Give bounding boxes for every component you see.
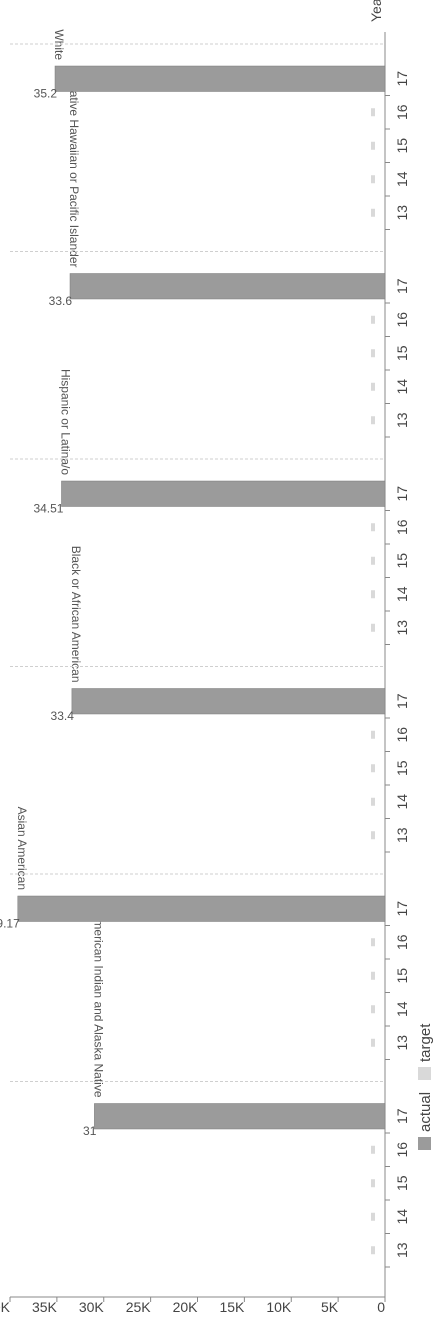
target-marker: [371, 623, 375, 632]
target-marker: [371, 831, 375, 840]
category-tick-label: 16: [394, 312, 410, 328]
category-tick-label: 16: [394, 519, 410, 535]
bar-value-label: 31: [83, 1124, 97, 1138]
category-tick-label: 13: [394, 1242, 410, 1258]
bar-value-label: 33.4: [51, 709, 75, 723]
target-marker: [371, 208, 375, 217]
target-marker: [371, 315, 375, 324]
actual-bar: [69, 273, 386, 300]
category-tick-label: 17: [394, 486, 410, 502]
legend-label: actual: [417, 1092, 434, 1132]
group-label: White: [52, 29, 66, 60]
category-tick-label: 15: [394, 968, 410, 984]
target-marker: [371, 730, 375, 739]
category-tick-label: 14: [394, 1209, 410, 1225]
category-tick-label: 13: [394, 827, 410, 843]
group-label: Hispanic or Latina/o: [58, 369, 72, 475]
category-tick-label: 15: [394, 760, 410, 776]
actual-bar: [71, 688, 386, 715]
category-tick-label: 17: [394, 693, 410, 709]
value-tick-label: 20K: [173, 1299, 199, 1315]
target-marker: [371, 349, 375, 358]
category-tick-label: 15: [394, 553, 410, 569]
target-marker: [371, 1145, 375, 1154]
category-tick-label: 17: [394, 1108, 410, 1124]
target-marker: [371, 108, 375, 117]
category-tick-label: 14: [394, 379, 410, 395]
value-tick-label: 5K: [321, 1299, 339, 1315]
group-label: Asian American: [15, 807, 29, 890]
category-tick-label: 13: [394, 205, 410, 221]
x-axis-title: Year: [368, 0, 384, 22]
value-tick-label: 30K: [79, 1299, 105, 1315]
group-label: American Indian and Alaska Native: [91, 911, 105, 1097]
category-tick-label: 15: [394, 345, 410, 361]
category-tick-label: 14: [394, 794, 410, 810]
target-marker: [371, 523, 375, 532]
target-marker: [371, 382, 375, 391]
legend-swatch: [418, 1067, 431, 1080]
target-marker: [371, 175, 375, 184]
target-marker: [371, 1212, 375, 1221]
target-marker: [371, 556, 375, 565]
category-tick-label: 15: [394, 138, 410, 154]
group-label: Black or African American: [69, 546, 83, 683]
bar-value-label: 39.17: [0, 917, 20, 931]
category-tick-label: 14: [394, 171, 410, 187]
actual-bar: [17, 895, 386, 922]
category-tick-label: 14: [394, 586, 410, 602]
target-marker: [371, 1038, 375, 1047]
legend: actual target: [417, 1023, 434, 1150]
legend-swatch: [418, 1137, 431, 1150]
legend-label: target: [417, 1023, 434, 1062]
target-marker: [371, 590, 375, 599]
category-tick-label: 17: [394, 71, 410, 87]
value-tick-label: 35K: [32, 1299, 58, 1315]
target-marker: [371, 764, 375, 773]
actual-bar: [94, 1103, 386, 1130]
target-marker: [371, 1005, 375, 1014]
value-tick-label: 15K: [219, 1299, 245, 1315]
target-marker: [371, 938, 375, 947]
value-tick-label: 0: [377, 1299, 385, 1315]
category-tick-label: 14: [394, 1001, 410, 1017]
target-marker: [371, 1246, 375, 1255]
actual-bar: [61, 480, 386, 507]
category-tick-label: 17: [394, 901, 410, 917]
category-tick-label: 13: [394, 620, 410, 636]
category-tick-label: 16: [394, 1142, 410, 1158]
target-marker: [371, 416, 375, 425]
category-tick-label: 16: [394, 934, 410, 950]
rotated-plot-group: 0 5K 10K 15K 20K 25K 30K 35K 40K 13 14 15 16 17 31 Amer…: [0, 0, 410, 1315]
category-tick-label: 15: [394, 1175, 410, 1191]
value-tick-label: 10K: [266, 1299, 292, 1315]
category-tick-label: 16: [394, 727, 410, 743]
group-label: Native Hawaiian or Pacific Islander: [67, 82, 81, 267]
target-marker: [371, 141, 375, 150]
category-tick-label: 13: [394, 412, 410, 428]
bar-value-label: 34.51: [33, 502, 63, 516]
value-tick-label: 25K: [126, 1299, 152, 1315]
category-tick-label: 17: [394, 278, 410, 294]
category-tick-label: 16: [394, 104, 410, 120]
actual-bar: [54, 65, 386, 92]
bar-value-label: 33.6: [49, 294, 73, 308]
category-tick-label: 13: [394, 1035, 410, 1051]
target-marker: [371, 971, 375, 980]
bar-value-label: 35.2: [34, 87, 58, 101]
target-marker: [371, 1179, 375, 1188]
target-marker: [371, 797, 375, 806]
value-tick-label: 40K: [0, 1299, 11, 1315]
